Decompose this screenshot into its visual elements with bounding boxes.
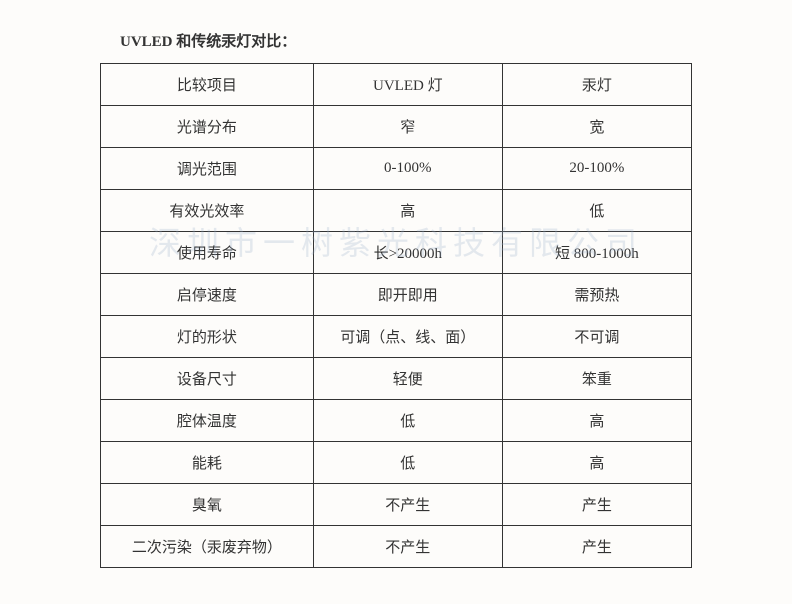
table-cell: 0-100%: [313, 148, 502, 190]
table-cell: 低: [313, 400, 502, 442]
table-row: 二次污染（汞废弃物） 不产生 产生: [101, 526, 692, 568]
table-cell: 20-100%: [502, 148, 691, 190]
table-cell: 笨重: [502, 358, 691, 400]
table-cell: 产生: [502, 526, 691, 568]
table-row: 能耗 低 高: [101, 442, 692, 484]
table-cell: 有效光效率: [101, 190, 314, 232]
table-cell: 设备尺寸: [101, 358, 314, 400]
table-row: 光谱分布 窄 宽: [101, 106, 692, 148]
table-row: 腔体温度 低 高: [101, 400, 692, 442]
document-title: UVLED 和传统汞灯对比：: [120, 30, 692, 51]
comparison-table: 比较项目 UVLED 灯 汞灯 光谱分布 窄 宽 调光范围 0-100% 20-…: [100, 63, 692, 568]
header-cell-compare-item: 比较项目: [101, 64, 314, 106]
table-body: 比较项目 UVLED 灯 汞灯 光谱分布 窄 宽 调光范围 0-100% 20-…: [101, 64, 692, 568]
table-cell: 二次污染（汞废弃物）: [101, 526, 314, 568]
table-row: 使用寿命 长>20000h 短 800-1000h: [101, 232, 692, 274]
table-row: 灯的形状 可调（点、线、面） 不可调: [101, 316, 692, 358]
table-cell: 可调（点、线、面）: [313, 316, 502, 358]
header-cell-mercury: 汞灯: [502, 64, 691, 106]
table-cell: 短 800-1000h: [502, 232, 691, 274]
table-cell: 不产生: [313, 484, 502, 526]
table-cell: 臭氧: [101, 484, 314, 526]
table-cell: 即开即用: [313, 274, 502, 316]
table-cell: 使用寿命: [101, 232, 314, 274]
table-cell: 启停速度: [101, 274, 314, 316]
table-cell: 能耗: [101, 442, 314, 484]
table-cell: 高: [502, 400, 691, 442]
table-row: 调光范围 0-100% 20-100%: [101, 148, 692, 190]
table-cell: 高: [502, 442, 691, 484]
table-row: 设备尺寸 轻便 笨重: [101, 358, 692, 400]
table-cell: 长>20000h: [313, 232, 502, 274]
table-cell: 需预热: [502, 274, 691, 316]
table-row: 启停速度 即开即用 需预热: [101, 274, 692, 316]
table-cell: 低: [502, 190, 691, 232]
table-cell: 光谱分布: [101, 106, 314, 148]
table-row: 有效光效率 高 低: [101, 190, 692, 232]
table-cell: 灯的形状: [101, 316, 314, 358]
table-cell: 不可调: [502, 316, 691, 358]
table-cell: 低: [313, 442, 502, 484]
table-row: 臭氧 不产生 产生: [101, 484, 692, 526]
table-cell: 产生: [502, 484, 691, 526]
table-cell: 腔体温度: [101, 400, 314, 442]
table-cell: 窄: [313, 106, 502, 148]
table-header-row: 比较项目 UVLED 灯 汞灯: [101, 64, 692, 106]
header-cell-uvled: UVLED 灯: [313, 64, 502, 106]
table-cell: 不产生: [313, 526, 502, 568]
table-cell: 轻便: [313, 358, 502, 400]
table-cell: 宽: [502, 106, 691, 148]
table-cell: 高: [313, 190, 502, 232]
table-cell: 调光范围: [101, 148, 314, 190]
